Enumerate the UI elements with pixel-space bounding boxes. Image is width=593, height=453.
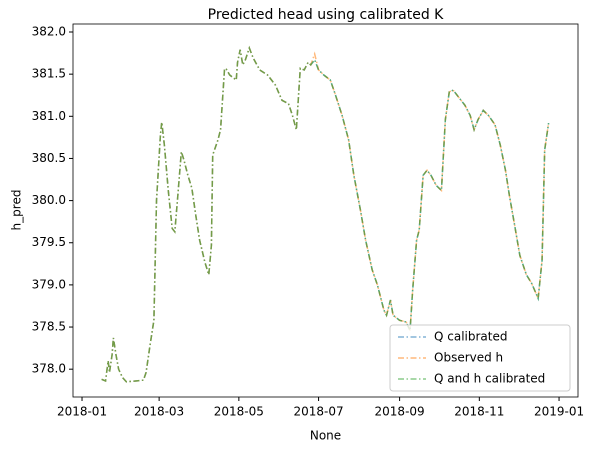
legend-label: Q calibrated (434, 330, 508, 344)
y-tick-label: 381.0 (32, 109, 66, 123)
chart-title: Predicted head using calibrated K (208, 7, 445, 23)
plot-frame (72, 23, 579, 398)
y-tick-label: 381.5 (32, 67, 66, 81)
y-axis-label: h_pred (10, 190, 24, 231)
x-tick-label: 2018-03 (134, 405, 184, 419)
y-tick-label: 378.5 (32, 320, 66, 334)
x-tick-label: 2019-01 (534, 405, 584, 419)
y-tick-label: 379.5 (32, 235, 66, 249)
legend-box (389, 324, 571, 392)
series-line (101, 45, 550, 383)
x-tick-label: 2018-09 (375, 405, 425, 419)
x-tick-label: 2018-05 (214, 405, 264, 419)
y-tick-label: 378.0 (32, 362, 66, 376)
legend-label: Q and h calibrated (434, 372, 545, 386)
y-tick-label: 380.0 (32, 193, 66, 207)
x-tick-label: 2018-07 (294, 405, 344, 419)
x-tick-label: 2018-01 (57, 405, 107, 419)
legend-label: Observed h (434, 351, 503, 365)
x-axis-label: None (310, 429, 341, 443)
x-tick-label: 2018-11 (454, 405, 504, 419)
y-tick-label: 382.0 (32, 25, 66, 39)
y-tick-label: 380.5 (32, 151, 66, 165)
y-tick-label: 379.0 (32, 277, 66, 291)
